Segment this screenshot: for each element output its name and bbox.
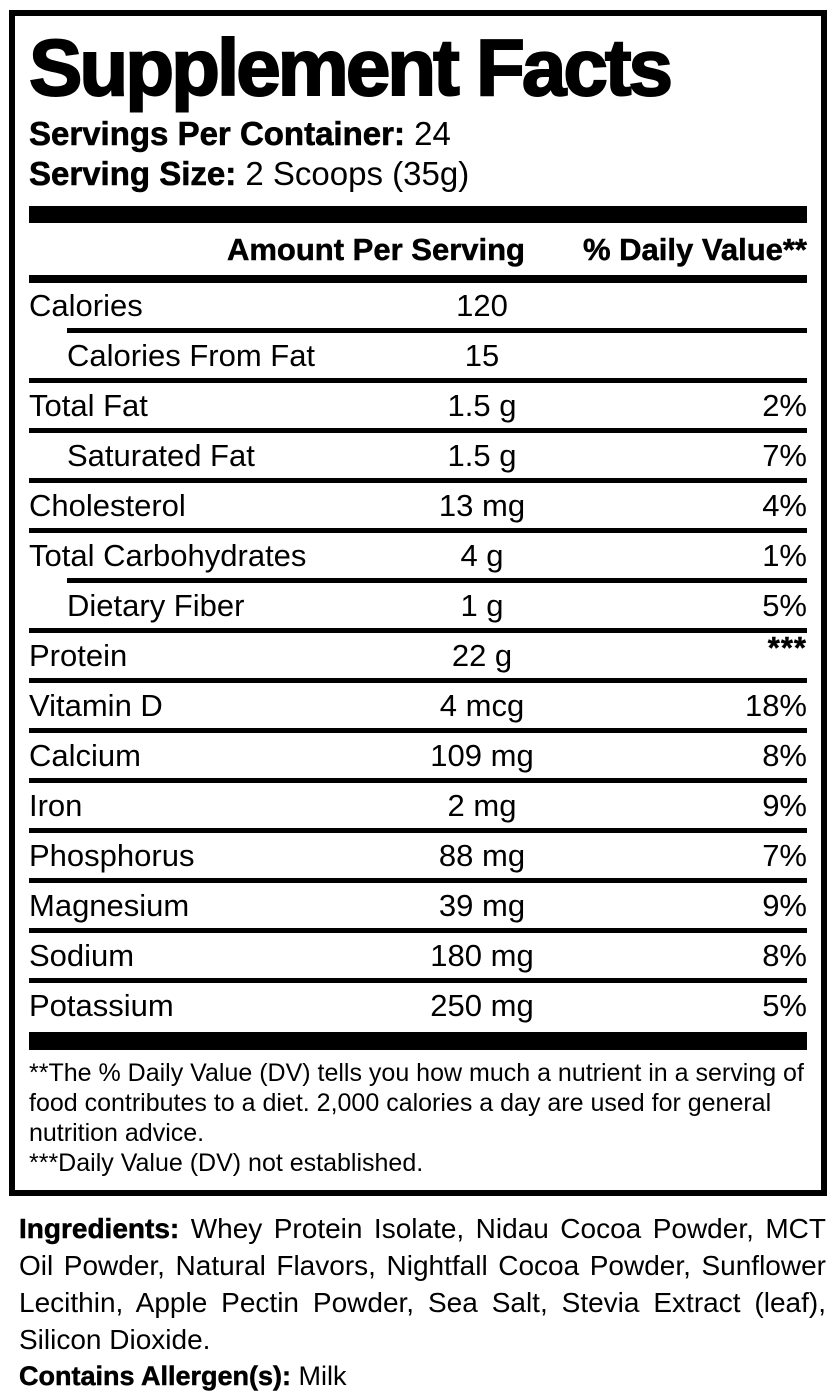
row-divider: [29, 828, 807, 833]
row-divider: [29, 678, 807, 683]
nutrient-row: Calcium 109 mg 8%: [29, 733, 807, 778]
supplement-facts-box: Supplement Facts Servings Per Container:…: [9, 10, 827, 1196]
nutrient-row: Magnesium 39 mg 9%: [29, 883, 807, 928]
nutrient-name: Total Fat: [29, 387, 148, 423]
facts-table: Calories 120 Calories From Fat 15 Total …: [29, 283, 807, 1028]
nutrient-name: Magnesium: [29, 887, 190, 923]
header-rule: [29, 275, 807, 283]
nutrient-daily-value: 9%: [762, 887, 807, 923]
bottom-separator-bar: [29, 1032, 807, 1050]
nutrient-amount: 4 g: [460, 537, 504, 573]
nutrient-daily-value: 8%: [762, 737, 807, 773]
nutrient-daily-value: 7%: [762, 837, 807, 873]
row-divider: [29, 728, 807, 733]
nutrient-daily-value: ***: [767, 630, 807, 665]
allergen-value: Milk: [291, 1361, 347, 1391]
nutrient-name: Sodium: [29, 937, 135, 973]
servings-per-container-label: Servings Per Container:: [29, 115, 406, 153]
nutrient-name: Total Carbohydrates: [29, 537, 307, 573]
nutrient-amount: 250 mg: [430, 987, 534, 1023]
nutrient-row: Protein 22 g ***: [29, 630, 807, 678]
daily-value-column-header: % Daily Value**: [582, 232, 808, 268]
row-divider: [29, 878, 807, 883]
nutrient-amount: 1.5 g: [447, 387, 517, 423]
nutrient-amount: 15: [464, 337, 500, 373]
row-divider: [29, 978, 807, 983]
nutrient-amount: 88 mg: [438, 837, 526, 873]
nutrient-row: Total Fat 1.5 g 2%: [29, 383, 807, 428]
serving-size-label: Serving Size:: [29, 155, 237, 193]
nutrient-name: Potassium: [29, 987, 174, 1023]
row-divider: [29, 428, 807, 433]
row-divider: [29, 778, 807, 783]
nutrient-row: Iron 2 mg 9%: [29, 783, 807, 828]
nutrient-row: Sodium 180 mg 8%: [29, 933, 807, 978]
nutrient-name: Calories: [29, 287, 143, 323]
servings-per-container-value: 24: [404, 115, 451, 152]
row-divider: [29, 478, 807, 483]
nutrient-row: Saturated Fat 1.5 g 7%: [29, 433, 807, 478]
nutrient-name: Cholesterol: [29, 487, 186, 523]
nutrient-amount: 13 mg: [438, 487, 526, 523]
daily-value-footnote: **The % Daily Value (DV) tells you how m…: [29, 1059, 804, 1147]
nutrient-amount: 39 mg: [438, 887, 526, 923]
nutrient-row: Calories From Fat 15: [29, 333, 807, 378]
nutrient-daily-value: 2%: [762, 387, 807, 423]
row-divider: [29, 528, 807, 533]
nutrient-daily-value: 4%: [762, 487, 807, 523]
nutrient-daily-value: 18%: [744, 687, 807, 723]
nutrient-name: Calories From Fat: [67, 337, 316, 373]
nutrient-amount: 180 mg: [430, 937, 534, 973]
nutrient-amount: 22 g: [451, 637, 513, 673]
nutrient-row: Calories 120: [29, 283, 807, 328]
nutrient-amount: 1.5 g: [447, 437, 517, 473]
row-divider: [29, 928, 807, 933]
row-divider: [67, 578, 807, 583]
nutrient-name: Calcium: [29, 737, 141, 773]
supplement-label-page: Supplement Facts Servings Per Container:…: [0, 10, 837, 1395]
serving-size-line: Serving Size: 2 Scoops (35g): [29, 154, 807, 194]
nutrient-amount: 120: [456, 287, 508, 323]
row-divider: [67, 328, 807, 333]
servings-per-container-line: Servings Per Container: 24: [29, 114, 807, 154]
nutrient-name: Saturated Fat: [67, 437, 255, 473]
nutrient-daily-value: 5%: [762, 987, 807, 1023]
nutrient-amount: 109 mg: [430, 737, 534, 773]
nutrient-daily-value: 1%: [762, 537, 807, 573]
nutrient-name: Dietary Fiber: [67, 587, 245, 623]
serving-size-value: 2 Scoops (35g): [236, 155, 470, 192]
label-title: Supplement Facts: [28, 22, 674, 113]
table-header-row: Amount Per Serving % Daily Value**: [29, 223, 808, 275]
nutrient-name: Iron: [29, 787, 83, 823]
allergen-label: Contains Allergen(s):: [19, 1361, 292, 1392]
nutrient-row: Cholesterol 13 mg 4%: [29, 483, 807, 528]
nutrient-daily-value: 8%: [762, 937, 807, 973]
nutrient-name: Phosphorus: [29, 837, 195, 873]
nutrient-row: Phosphorus 88 mg 7%: [29, 833, 807, 878]
nutrient-row: Total Carbohydrates 4 g 1%: [29, 533, 807, 578]
nutrient-amount: 4 mcg: [439, 687, 525, 723]
top-separator-bar: [29, 206, 807, 223]
nutrient-row: Dietary Fiber 1 g 5%: [29, 583, 807, 628]
ingredients-block: Ingredients: Whey Protein Isolate, Nidau…: [0, 1196, 837, 1395]
nutrient-daily-value: 9%: [762, 787, 807, 823]
row-divider: [29, 378, 807, 383]
nutrient-name: Vitamin D: [29, 687, 163, 723]
ingredients-paragraph: Ingredients: Whey Protein Isolate, Nidau…: [19, 1210, 826, 1358]
nutrient-daily-value: 5%: [762, 587, 807, 623]
footnotes: **The % Daily Value (DV) tells you how m…: [29, 1050, 807, 1180]
ingredients-label: Ingredients:: [19, 1213, 180, 1245]
allergen-line: Contains Allergen(s): Milk: [19, 1358, 826, 1395]
nutrient-name: Protein: [29, 637, 128, 673]
nutrient-daily-value: 7%: [762, 437, 807, 473]
nutrient-row: Vitamin D 4 mcg 18%: [29, 683, 807, 728]
amount-column-header: Amount Per Serving: [226, 232, 526, 268]
dv-not-established-footnote: ***Daily Value (DV) not established.: [29, 1149, 424, 1177]
row-divider: [29, 628, 807, 633]
nutrient-row: Potassium 250 mg 5%: [29, 983, 807, 1028]
nutrient-amount: 2 mg: [447, 787, 517, 823]
nutrient-amount: 1 g: [460, 587, 504, 623]
